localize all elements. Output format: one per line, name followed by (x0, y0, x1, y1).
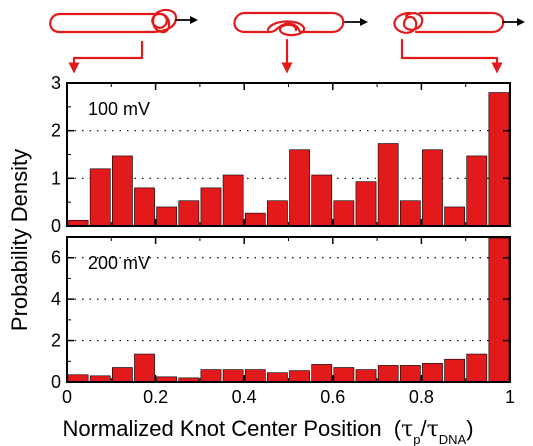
histogram-bar (89, 168, 111, 227)
panel-200mv: 0 2 4 6 0 0.2 0.4 0.6 0.8 1 200 mV (51, 236, 515, 407)
knot-start-icon (393, 11, 525, 34)
histogram-bar (244, 369, 266, 383)
histogram-bar (267, 200, 288, 227)
histogram-bar (355, 369, 377, 383)
histogram-bar (399, 365, 421, 383)
histogram-bar (112, 155, 133, 227)
histogram-bar (289, 149, 310, 227)
y-tick-label: 0 (51, 216, 61, 236)
histogram-bar (134, 187, 155, 227)
x-axis-label-tau1: τ (401, 417, 413, 442)
knot-icons (49, 8, 525, 74)
histogram-bar (311, 364, 333, 383)
histogram-bar (333, 200, 355, 227)
x-axis-label-tau2: τ (427, 417, 439, 442)
histogram-bar (488, 92, 510, 227)
x-axis-label: Normalized Knot Center Position (τp/τDNA… (62, 416, 473, 446)
y-tick-label: 2 (51, 331, 61, 351)
histogram-bar (267, 372, 288, 383)
histogram-bar (200, 187, 222, 227)
histogram-bar (333, 367, 355, 383)
histogram-bar (355, 181, 377, 227)
histogram-bar (377, 365, 399, 383)
x-tick-label: 0.4 (232, 387, 257, 407)
x-tick-label: 0.2 (143, 387, 168, 407)
knot-middle-icon (233, 11, 368, 37)
histogram-bar (466, 353, 488, 383)
pointer-arrow-left (68, 40, 144, 74)
histogram-bar (222, 174, 244, 227)
y-tick-label: 6 (51, 248, 61, 268)
pointer-arrow-right (400, 38, 503, 74)
histogram-bar (244, 212, 266, 227)
y-tick-label: 4 (51, 289, 61, 309)
x-axis-label-slash: / (420, 416, 427, 441)
x-tick-label: 0 (62, 387, 72, 407)
histogram-bar (112, 367, 133, 383)
histogram-bar (422, 363, 443, 383)
histogram-bar (444, 358, 465, 383)
histogram-bar (200, 369, 222, 383)
x-tick-label: 0.6 (320, 387, 345, 407)
panel-100mv: 0 1 2 3 100 mV (51, 73, 511, 236)
y-tick-label: 0 (51, 372, 61, 392)
histogram-bar (422, 149, 443, 227)
x-axis-label-main: Normalized Knot Center Position (62, 416, 381, 441)
histogram-bar (134, 353, 155, 383)
histogram-bar (222, 369, 244, 383)
panel-annotation: 200 mV (88, 253, 150, 273)
histogram-bar (289, 370, 310, 383)
x-axis-label-sub2: DNA (439, 432, 467, 446)
x-tick-label: 1 (505, 387, 515, 407)
x-axis-label-sub1: p (413, 432, 420, 446)
histogram-bar (67, 374, 89, 383)
histogram-bar (156, 206, 178, 227)
histogram-bar (466, 155, 488, 227)
panel-annotation: 100 mV (88, 99, 150, 119)
histogram-bar (444, 206, 465, 227)
histogram-bar (399, 200, 421, 227)
y-tick-label: 3 (51, 73, 61, 93)
knot-end-icon (49, 8, 198, 34)
y-axis-label: Probability Density (7, 149, 32, 331)
y-tick-label: 1 (51, 168, 61, 188)
histogram-bar (311, 174, 333, 227)
histogram-bar (488, 237, 510, 383)
histogram-bar (178, 200, 200, 227)
y-tick-label: 2 (51, 121, 61, 141)
x-tick-label: 0.8 (409, 387, 434, 407)
histogram-bar (377, 143, 399, 227)
